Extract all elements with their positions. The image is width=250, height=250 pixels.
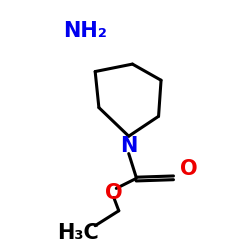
Text: O: O xyxy=(180,158,197,178)
Text: O: O xyxy=(105,183,122,203)
Text: NH₂: NH₂ xyxy=(63,20,107,40)
Text: N: N xyxy=(120,136,138,156)
Text: H₃C: H₃C xyxy=(57,223,99,243)
